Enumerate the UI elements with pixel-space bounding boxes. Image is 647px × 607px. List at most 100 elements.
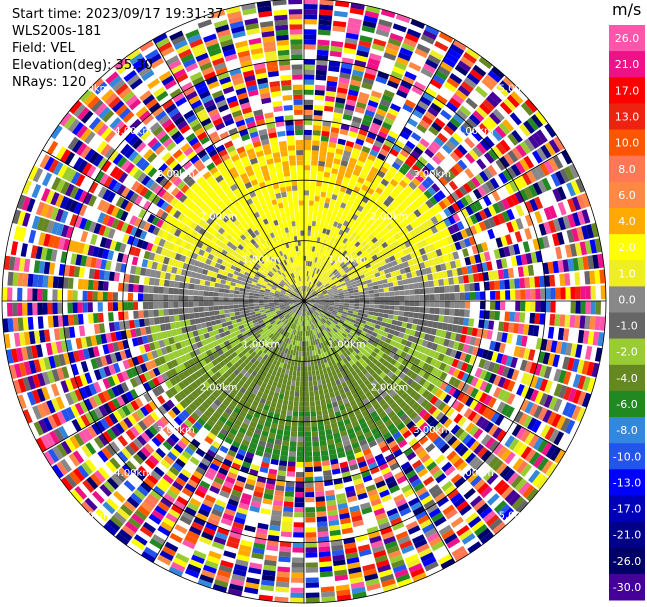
range-bin — [333, 107, 344, 114]
range-bin — [291, 312, 296, 318]
range-bin — [138, 373, 147, 384]
range-bin — [331, 380, 337, 387]
range-bin — [549, 274, 556, 287]
range-bin — [304, 260, 306, 266]
range-bin — [389, 148, 399, 157]
range-bin — [53, 354, 61, 368]
range-bin — [370, 466, 380, 475]
range-bin — [421, 115, 433, 126]
range-bin — [86, 425, 98, 439]
range-bin — [399, 295, 405, 301]
range-bin — [327, 75, 338, 82]
range-bin — [449, 454, 461, 465]
range-bin — [448, 277, 455, 285]
range-bin — [132, 453, 144, 465]
range-bin — [320, 217, 326, 224]
range-bin — [340, 123, 350, 131]
range-bin — [327, 278, 333, 284]
range-bin — [356, 345, 363, 352]
range-bin — [589, 239, 597, 254]
range-bin — [452, 368, 461, 378]
range-bin — [323, 305, 329, 308]
range-bin — [313, 329, 317, 335]
range-bin — [298, 351, 302, 357]
range-bin — [355, 413, 364, 421]
range-bin — [314, 323, 318, 329]
range-bin — [309, 301, 314, 303]
range-bin — [335, 368, 341, 375]
range-bin — [173, 295, 179, 301]
range-bin — [72, 350, 81, 363]
range-bin — [258, 301, 264, 304]
range-bin — [419, 96, 432, 106]
range-bin — [116, 384, 125, 395]
range-bin — [318, 304, 324, 307]
range-bin — [307, 294, 313, 298]
range-bin — [366, 247, 373, 254]
range-bin — [597, 253, 605, 269]
range-bin — [244, 307, 250, 311]
range-bin — [339, 327, 345, 333]
range-bin — [204, 311, 210, 317]
range-bin — [204, 494, 216, 504]
range-bin — [305, 512, 316, 518]
range-bin — [493, 341, 501, 352]
range-bin — [417, 233, 425, 241]
range-bin — [488, 320, 495, 330]
range-bin — [214, 363, 222, 371]
range-bin — [363, 345, 370, 352]
range-bin — [310, 271, 314, 277]
range-bin — [329, 529, 341, 537]
velocity-bins — [2, 0, 606, 603]
range-bin — [241, 320, 248, 325]
range-bin — [37, 373, 46, 387]
range-bin — [487, 228, 496, 240]
range-bin — [466, 374, 475, 385]
range-bin — [170, 561, 186, 573]
range-bin — [288, 301, 294, 303]
range-bin — [73, 468, 85, 482]
range-bin — [315, 279, 319, 285]
range-bin — [369, 304, 375, 308]
range-bin — [450, 492, 463, 504]
range-bin — [398, 372, 406, 380]
range-bin — [487, 493, 500, 506]
range-bin — [426, 209, 435, 218]
range-bin — [386, 170, 395, 179]
range-bin — [328, 519, 340, 527]
range-bin — [383, 89, 395, 99]
range-bin — [90, 473, 102, 487]
range-bin — [241, 375, 248, 383]
range-bin — [533, 405, 544, 419]
range-bin — [405, 253, 412, 261]
range-bin — [138, 310, 144, 319]
range-bin — [214, 314, 221, 320]
range-bin — [423, 499, 436, 510]
range-bin — [308, 296, 314, 299]
range-bin — [383, 536, 396, 545]
range-bin — [342, 351, 349, 358]
range-bin — [236, 507, 248, 515]
range-bin — [402, 248, 410, 256]
range-bin — [431, 488, 444, 499]
range-bin — [85, 442, 97, 455]
range-bin — [500, 354, 509, 366]
range-bin — [369, 149, 379, 157]
range-bin — [348, 347, 354, 354]
range-bin — [420, 239, 428, 247]
range-bin — [275, 308, 281, 312]
range-bin — [532, 238, 540, 251]
range-bin — [310, 411, 317, 417]
range-bin — [274, 303, 280, 306]
range-bin — [345, 215, 352, 223]
range-bin — [261, 371, 268, 378]
range-bin — [490, 66, 505, 80]
range-bin — [397, 52, 411, 62]
range-bin — [418, 368, 427, 377]
range-bin — [322, 120, 332, 127]
range-bin — [365, 321, 371, 326]
range-bin — [462, 248, 469, 257]
range-bin — [566, 403, 577, 419]
range-bin — [153, 294, 159, 301]
range-bin — [426, 228, 434, 237]
